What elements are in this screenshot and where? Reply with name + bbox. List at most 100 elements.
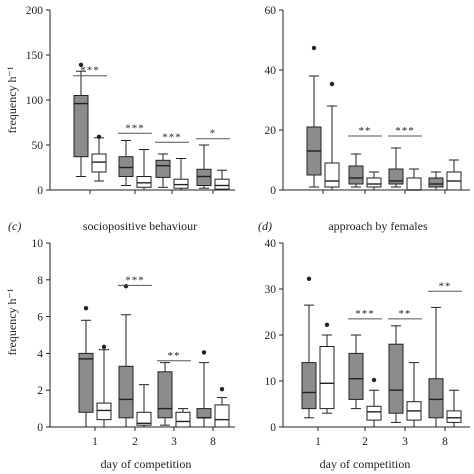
y-tick-label: 20: [265, 330, 277, 342]
y-tick-label: 0: [270, 422, 276, 434]
significance-label: ***: [162, 131, 182, 143]
y-tick-label: 40: [265, 238, 277, 250]
box-dark-2: [348, 334, 364, 410]
box-iqr: [406, 177, 422, 191]
box-light-3: [406, 362, 422, 428]
box-dark-8: [196, 144, 212, 189]
x-tick-label: 2: [362, 436, 368, 448]
significance-label: ***: [395, 125, 415, 137]
box-dark-2: [118, 140, 134, 186]
box-iqr: [446, 410, 462, 423]
box-iqr: [136, 176, 152, 188]
box-light-3: [175, 408, 191, 428]
y-tick-label: 0: [37, 422, 43, 434]
outlier-point: [306, 276, 312, 281]
box-iqr: [428, 177, 444, 188]
box-dark-1: [78, 306, 94, 428]
box-iqr: [96, 402, 112, 421]
significance-label: *: [210, 128, 217, 140]
y-tick-label: 20: [265, 125, 277, 137]
box-iqr: [175, 411, 191, 428]
y-tick-label: 6: [37, 312, 43, 324]
box-iqr: [428, 378, 444, 419]
box-light-2: [136, 149, 152, 191]
box-iqr: [348, 165, 364, 185]
box-light-2: [366, 171, 382, 191]
y-tick-label: 100: [26, 95, 44, 107]
outlier-point: [329, 81, 335, 87]
significance-label: ***: [125, 122, 145, 134]
outlier-point: [101, 344, 107, 350]
panel-d-label: (d): [258, 219, 272, 233]
outlier-point: [201, 350, 207, 355]
x-tick-label: 3: [402, 436, 408, 448]
box-dark-3: [388, 325, 404, 423]
box-iqr: [136, 411, 152, 426]
significance-label: **: [399, 308, 412, 320]
y-tick-label: 0: [270, 185, 276, 197]
box-iqr: [78, 352, 94, 413]
box-iqr: [196, 408, 212, 419]
y-tick-label: 2: [37, 385, 43, 397]
box-iqr: [196, 168, 212, 187]
outlier-point: [311, 45, 317, 51]
box-light-3: [173, 158, 189, 191]
significance-label: ***: [80, 65, 100, 77]
box-light-2: [366, 377, 382, 428]
panel-c-label: (c): [8, 219, 21, 233]
y-tick-label: 150: [26, 50, 44, 62]
panel-c-title: sociopositive behaviour: [83, 219, 197, 233]
box-iqr: [301, 362, 317, 410]
panel-a-ylabel: frequency h⁻¹: [5, 66, 19, 133]
x-tick-label: 2: [132, 436, 138, 448]
y-tick-label: 8: [37, 275, 43, 287]
box-iqr: [157, 371, 173, 419]
significance-label: **: [168, 350, 181, 362]
panel-c: (c) sociopositive behaviour frequency h⁻…: [5, 219, 235, 471]
panel-d-title: approach by females: [328, 219, 428, 233]
box-dark-8: [196, 350, 212, 428]
outlier-point: [83, 306, 89, 311]
box-dark-1: [306, 45, 322, 188]
box-light-8: [214, 169, 230, 191]
outlier-point: [219, 387, 225, 392]
y-tick-label: 10: [32, 238, 44, 250]
box-iqr: [324, 162, 340, 188]
x-tick-label: 1: [315, 436, 321, 448]
box-iqr: [118, 156, 134, 177]
box-light-1: [319, 322, 335, 414]
box-dark-1: [301, 276, 317, 419]
x-tick-label: 8: [442, 436, 448, 448]
box-iqr: [173, 178, 189, 189]
box-dark-8: [428, 306, 444, 428]
significance-label: **: [439, 280, 452, 292]
x-tick-label: 8: [210, 436, 216, 448]
box-dark-1: [73, 62, 89, 177]
box-dark-2: [348, 153, 364, 188]
box-iqr: [319, 346, 335, 410]
x-tick-label: 3: [171, 436, 177, 448]
box-iqr: [73, 95, 89, 158]
panel-d-xlabel: day of competition: [320, 457, 411, 471]
significance-label: ***: [125, 274, 145, 286]
box-light-2: [136, 384, 152, 428]
box-iqr: [118, 365, 134, 419]
y-tick-label: 40: [265, 65, 277, 77]
box-dark-3: [388, 147, 404, 188]
y-tick-label: 50: [32, 140, 44, 152]
box-iqr: [366, 405, 382, 421]
box-iqr: [366, 177, 382, 188]
outlier-point: [78, 62, 84, 67]
box-light-8: [214, 387, 230, 428]
x-tick-label: 1: [92, 436, 98, 448]
box-iqr: [91, 153, 107, 173]
outlier-point: [96, 134, 102, 139]
box-iqr: [214, 404, 230, 428]
box-iqr: [388, 343, 404, 414]
panel-d: (d) approach by females day of competiti…: [258, 219, 470, 471]
box-dark-3: [157, 362, 173, 426]
box-iqr: [214, 178, 230, 190]
box-light-3: [406, 168, 422, 191]
